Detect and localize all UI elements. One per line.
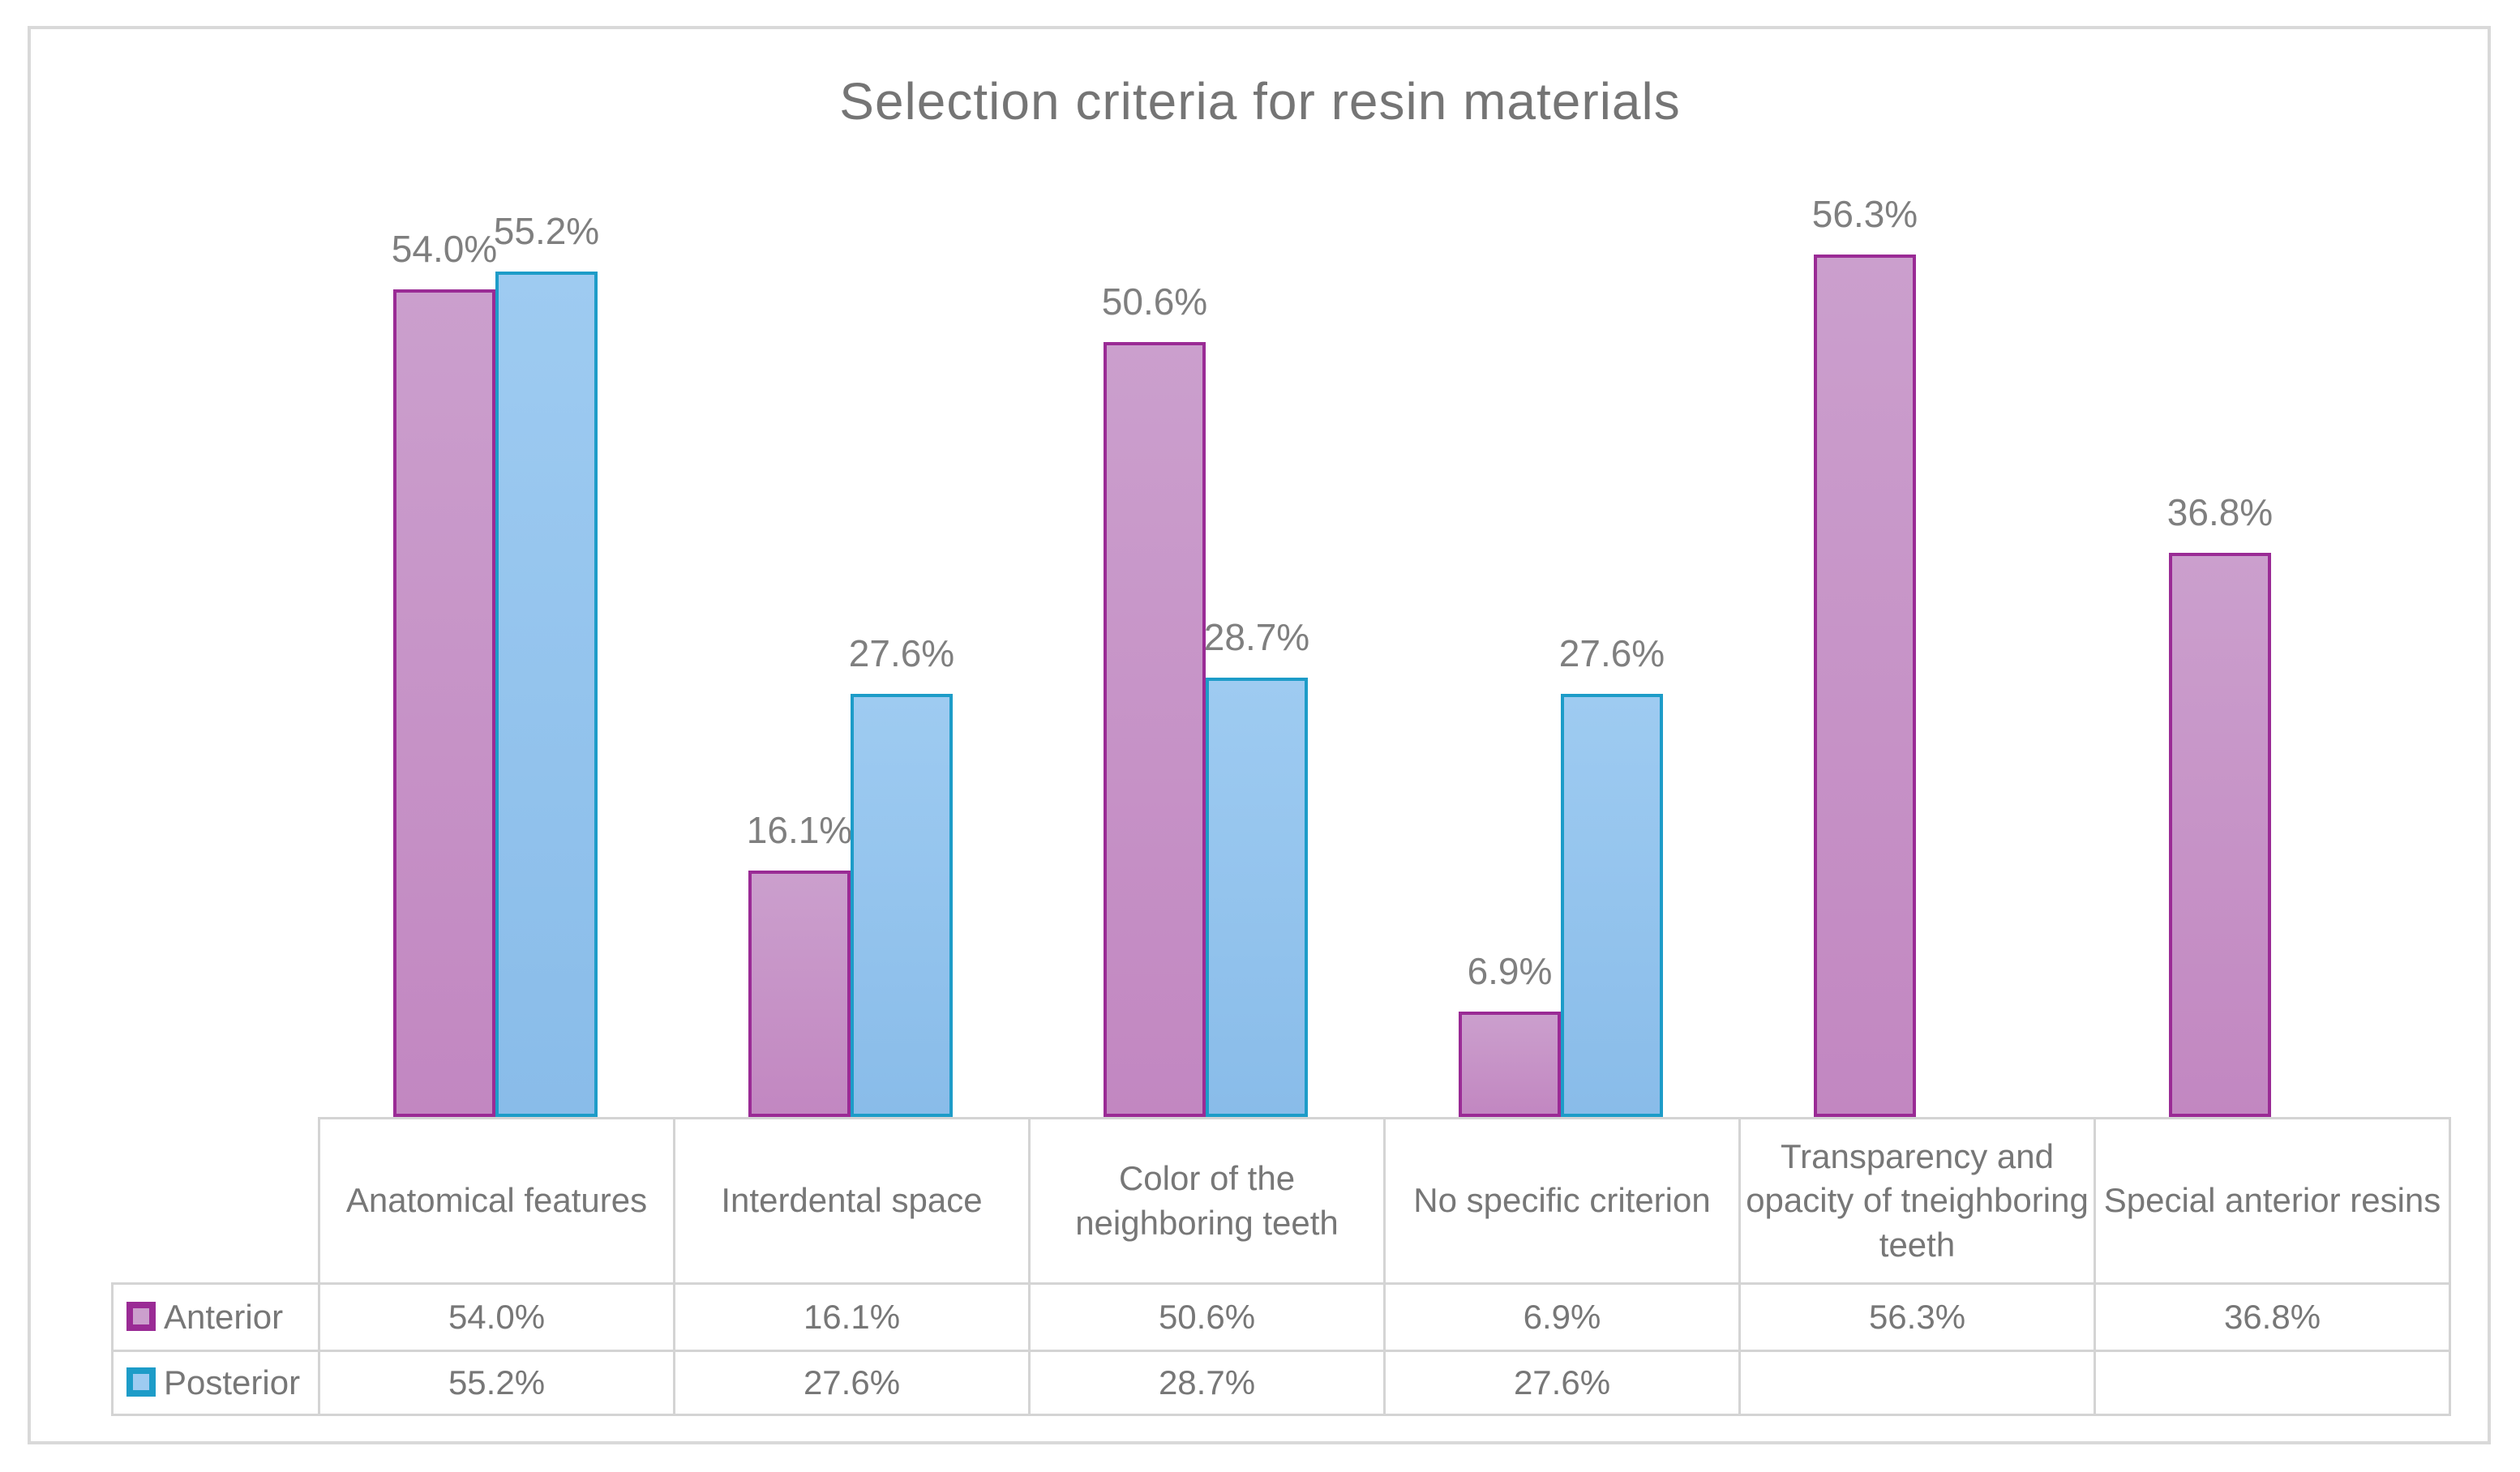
bar-value-label-anterior-0: 54.0% bbox=[391, 228, 498, 270]
legend-swatch-anterior-icon bbox=[126, 1301, 156, 1331]
value-cell-posterior-2: 28.7% bbox=[1028, 1350, 1386, 1416]
bar-value-label-anterior-1: 16.1% bbox=[746, 809, 853, 851]
value-cell-anterior-1: 16.1% bbox=[673, 1282, 1031, 1352]
bar-value-label-anterior-4: 56.3% bbox=[1811, 193, 1918, 235]
bar-value-label-anterior-2: 50.6% bbox=[1101, 280, 1208, 323]
bar-value-label-anterior-5: 36.8% bbox=[2166, 491, 2274, 533]
legend-swatch-posterior-icon bbox=[126, 1367, 156, 1397]
legend-cell-posterior: Posterior bbox=[111, 1350, 320, 1416]
value-cell-posterior-4 bbox=[1738, 1350, 2096, 1416]
legend-label-posterior: Posterior bbox=[164, 1363, 301, 1401]
value-cell-anterior-0: 54.0% bbox=[318, 1282, 675, 1352]
value-cell-anterior-2: 50.6% bbox=[1028, 1282, 1386, 1352]
table-row-anterior: Anterior 54.0% 16.1% 50.6% 6.9% 56.3% 36… bbox=[111, 1282, 2451, 1352]
table-header-row: Anatomical features Interdental space Co… bbox=[113, 1117, 2451, 1285]
bar-posterior-2 bbox=[1206, 678, 1308, 1117]
value-cell-posterior-3: 27.6% bbox=[1383, 1350, 1741, 1416]
chart-title: Selection criteria for resin materials bbox=[839, 72, 1681, 131]
table-row-posterior: Posterior 55.2% 27.6% 28.7% 27.6% bbox=[111, 1350, 2451, 1416]
value-cell-anterior-5: 36.8% bbox=[2094, 1282, 2451, 1352]
header-cell-interdental-space: Interdental space bbox=[673, 1117, 1031, 1285]
legend-cell-anterior: Anterior bbox=[111, 1282, 320, 1352]
value-cell-anterior-3: 6.9% bbox=[1383, 1282, 1741, 1352]
value-cell-posterior-1: 27.6% bbox=[673, 1350, 1031, 1416]
bar-posterior-0 bbox=[495, 272, 598, 1117]
bar-value-label-posterior-3: 27.6% bbox=[1558, 632, 1665, 674]
header-cell-transparency-opacity: Transparency and opacity of tneighboring… bbox=[1738, 1117, 2096, 1285]
bar-anterior-5 bbox=[2169, 553, 2271, 1117]
value-cell-posterior-5 bbox=[2094, 1350, 2451, 1416]
bar-value-label-anterior-3: 6.9% bbox=[1467, 950, 1553, 992]
data-table: Anatomical features Interdental space Co… bbox=[111, 1117, 2451, 1416]
header-cell-anatomical-features: Anatomical features bbox=[318, 1117, 675, 1285]
value-cell-posterior-0: 55.2% bbox=[318, 1350, 675, 1416]
header-cell-no-specific-criterion: No specific criterion bbox=[1383, 1117, 1741, 1285]
bar-anterior-2 bbox=[1104, 342, 1206, 1117]
bar-anterior-1 bbox=[748, 871, 851, 1117]
bar-anterior-3 bbox=[1459, 1012, 1561, 1117]
bar-value-label-posterior-1: 27.6% bbox=[848, 632, 955, 674]
legend-label-anterior: Anterior bbox=[164, 1297, 284, 1336]
bar-anterior-4 bbox=[1814, 255, 1916, 1117]
value-cell-anterior-4: 56.3% bbox=[1738, 1282, 2096, 1352]
bar-value-label-posterior-0: 55.2% bbox=[493, 210, 600, 252]
bar-value-label-posterior-2: 28.7% bbox=[1203, 616, 1310, 658]
header-cell-special-anterior-resins: Special anterior resins bbox=[2094, 1117, 2451, 1285]
bar-posterior-1 bbox=[851, 694, 953, 1117]
bar-anterior-0 bbox=[393, 289, 495, 1117]
header-cell-color-neighboring-teeth: Color of the neighboring teeth bbox=[1028, 1117, 1386, 1285]
bar-posterior-3 bbox=[1561, 694, 1663, 1117]
